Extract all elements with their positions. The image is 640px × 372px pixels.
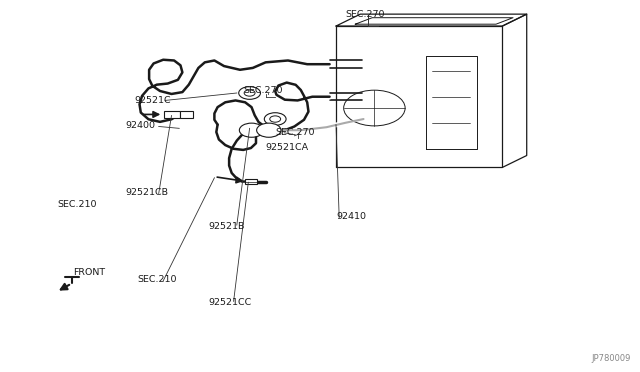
Text: 92521CB: 92521CB xyxy=(125,188,168,197)
Text: 92521CA: 92521CA xyxy=(266,143,308,152)
Circle shape xyxy=(239,87,260,99)
Circle shape xyxy=(264,113,286,125)
Bar xyxy=(180,111,193,118)
Bar xyxy=(245,179,257,184)
Text: 92521CC: 92521CC xyxy=(208,298,252,307)
Text: SEC.270: SEC.270 xyxy=(275,128,315,137)
Text: 92521B: 92521B xyxy=(208,222,244,231)
Text: SEC.270: SEC.270 xyxy=(243,86,283,95)
Text: SEC.270: SEC.270 xyxy=(346,10,385,19)
Circle shape xyxy=(244,90,255,96)
Circle shape xyxy=(257,123,281,137)
Text: FRONT: FRONT xyxy=(74,268,106,277)
Text: 92521C: 92521C xyxy=(134,96,171,105)
Text: SEC.210: SEC.210 xyxy=(58,200,97,209)
Text: 92400: 92400 xyxy=(125,121,156,130)
Text: SEC.210: SEC.210 xyxy=(138,275,177,284)
Text: 92410: 92410 xyxy=(336,212,366,221)
Circle shape xyxy=(239,123,264,137)
Circle shape xyxy=(270,116,280,122)
Bar xyxy=(164,111,180,118)
Text: JP780009: JP780009 xyxy=(591,354,630,363)
